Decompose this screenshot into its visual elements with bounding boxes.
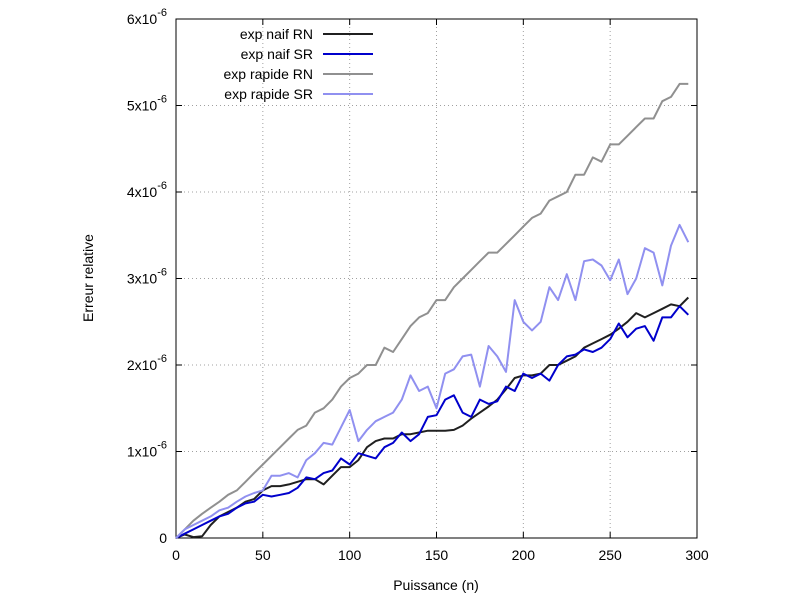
y-tick-label: 4x10-6 bbox=[127, 180, 167, 200]
x-tick-label: 150 bbox=[425, 547, 449, 563]
x-tick-label: 250 bbox=[598, 547, 622, 563]
legend: exp naif RN exp naif SR exp rapide RN exp r… bbox=[224, 26, 373, 102]
x-tick-label: 100 bbox=[338, 547, 362, 563]
legend-label: exp rapide RN bbox=[224, 66, 314, 82]
y-tick-label: 0 bbox=[159, 530, 167, 546]
series-group bbox=[175, 82, 690, 539]
legend-label: exp naif SR bbox=[241, 46, 313, 62]
x-axis-label: Puissance (n) bbox=[393, 577, 479, 593]
y-tick-label: 3x10-6 bbox=[127, 267, 167, 287]
series-line-3 bbox=[175, 223, 690, 539]
series-line-1 bbox=[175, 305, 690, 539]
legend-label: exp naif RN bbox=[240, 26, 313, 42]
y-axis-label: Erreur relative bbox=[80, 234, 96, 322]
axis-ticks: 0 50 100 150 200 250 300 0 1x10-6 2x10-6 3x10-6 4x1… bbox=[127, 7, 709, 563]
x-tick-label: 200 bbox=[512, 547, 536, 563]
y-tick-label: 1x10-6 bbox=[127, 440, 167, 460]
x-tick-label: 0 bbox=[172, 547, 180, 563]
series-line-2 bbox=[175, 82, 689, 539]
grid bbox=[176, 19, 697, 538]
y-tick-label: 5x10-6 bbox=[127, 94, 167, 114]
x-tick-label: 50 bbox=[255, 547, 271, 563]
y-tick-label: 6x10-6 bbox=[127, 7, 167, 27]
y-tick-label: 2x10-6 bbox=[127, 353, 167, 373]
legend-label: exp rapide SR bbox=[224, 86, 313, 102]
x-tick-label: 300 bbox=[685, 547, 709, 563]
